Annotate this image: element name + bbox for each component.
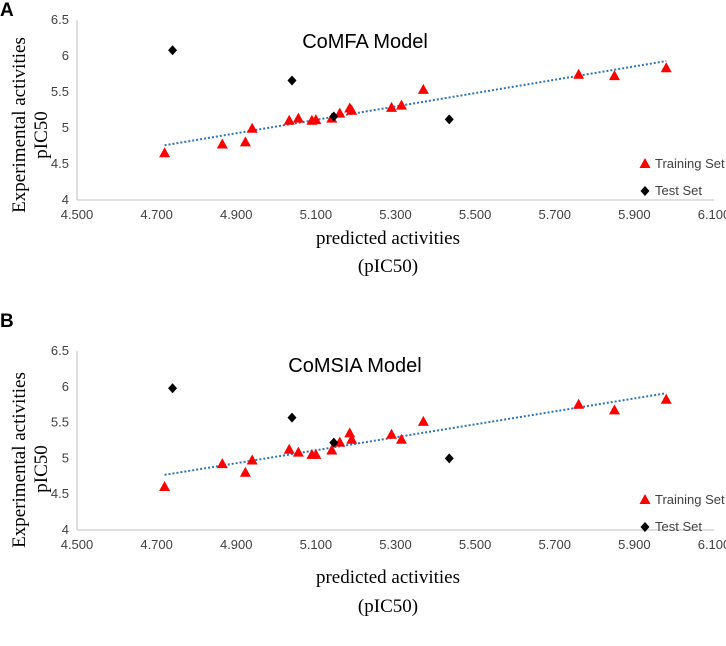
trendline	[164, 392, 667, 476]
x-tick-label: 5.500	[459, 207, 492, 222]
training-set-point	[573, 68, 585, 79]
test-set-point	[287, 412, 297, 423]
x-tick-label: 5.700	[538, 207, 571, 222]
y-tick-label: 4	[62, 192, 69, 207]
y-tick-label: 5	[62, 450, 69, 465]
legend-test-marker	[640, 186, 650, 196]
test-set-point	[329, 111, 339, 122]
y-axis-title: Experimental activities	[9, 372, 30, 548]
trendline	[164, 60, 667, 147]
training-set-point	[346, 104, 358, 115]
legend-training-label: Training Set	[655, 156, 725, 171]
y-axis-title-unit: pIC50	[31, 111, 52, 159]
legend-training-marker	[639, 494, 651, 504]
x-tick-label: 4.900	[220, 207, 253, 222]
x-axis-title: predicted activities	[316, 567, 460, 588]
x-tick-label: 6.100	[698, 537, 726, 552]
x-tick-label: 5.100	[300, 207, 333, 222]
x-tick-label: 5.300	[379, 207, 412, 222]
training-set-point	[417, 415, 429, 426]
y-tick-label: 5	[62, 120, 69, 135]
legend-training-marker	[639, 158, 651, 168]
test-set-point	[444, 453, 454, 464]
training-set-point	[310, 114, 322, 125]
training-set-point	[395, 99, 407, 110]
training-set-point	[246, 454, 258, 465]
training-set-point	[159, 481, 171, 492]
y-tick-label: 6	[62, 379, 69, 394]
training-set-point	[292, 112, 304, 123]
training-set-point	[660, 393, 672, 404]
training-set-point	[310, 448, 322, 459]
training-set-point	[239, 136, 251, 147]
y-tick-label: 4.5	[51, 486, 69, 501]
training-set-point	[608, 70, 620, 81]
training-set-point	[283, 443, 295, 454]
x-tick-label: 6.100	[698, 207, 726, 222]
training-set-point	[239, 466, 251, 477]
x-axis-title-unit: (pIC50)	[358, 596, 418, 617]
y-tick-label: 5.5	[51, 84, 69, 99]
panel-label: B	[0, 311, 14, 332]
x-tick-label: 5.900	[618, 207, 651, 222]
x-axis-title: predicted activities	[316, 228, 460, 249]
x-tick-label: 4.700	[140, 207, 173, 222]
x-tick-label: 4.700	[140, 537, 173, 552]
training-set-point	[292, 446, 304, 457]
training-set-point	[386, 101, 398, 112]
x-tick-label: 5.500	[459, 537, 492, 552]
x-tick-label: 5.900	[618, 537, 651, 552]
training-set-point	[159, 147, 171, 158]
training-set-point	[386, 428, 398, 439]
training-set-point	[608, 404, 620, 415]
test-set-point	[444, 114, 454, 125]
training-set-point	[346, 433, 358, 444]
training-set-point	[660, 62, 672, 73]
y-tick-label: 6.5	[51, 343, 69, 358]
panel-label: A	[0, 0, 14, 21]
chart-panel-b: B 4.500 4.700 4.900 5.100 5.300 5.500 5.700 5.90…	[0, 311, 726, 617]
training-set-point	[573, 398, 585, 409]
chart-panel-a: A 4.500 4.700 4.900 5.100 5.300 5.500 5.700 5.90…	[0, 0, 726, 277]
training-set-point	[246, 122, 258, 133]
x-tick-label: 5.300	[379, 537, 412, 552]
training-set-point	[417, 83, 429, 94]
training-set-point	[216, 138, 228, 149]
x-tick-label: 4.500	[61, 537, 94, 552]
legend-training-label: Training Set	[655, 492, 725, 507]
training-set-point	[334, 436, 346, 447]
x-tick-label: 5.700	[538, 537, 571, 552]
y-axis-title-unit: pIC50	[31, 445, 52, 493]
chart-title: CoMSIA Model	[288, 355, 421, 377]
training-set-point	[326, 444, 338, 455]
test-set-point	[168, 45, 178, 56]
y-tick-label: 6	[62, 48, 69, 63]
test-set-point	[168, 383, 178, 394]
training-set-point	[395, 433, 407, 444]
y-tick-label: 5.5	[51, 415, 69, 430]
test-set-point	[329, 437, 339, 448]
y-tick-label: 6.5	[51, 12, 69, 27]
training-set-point	[283, 114, 295, 125]
y-tick-label: 4.5	[51, 156, 69, 171]
legend-test-label: Test Set	[655, 519, 702, 534]
x-tick-label: 4.500	[61, 207, 94, 222]
training-set-point	[344, 427, 356, 438]
chart-title: CoMFA Model	[302, 31, 428, 53]
x-tick-label: 4.900	[220, 537, 253, 552]
x-tick-label: 5.100	[300, 537, 333, 552]
training-set-point	[216, 458, 228, 469]
legend-test-marker	[640, 522, 650, 532]
test-set-point	[287, 75, 297, 86]
y-axis-title: Experimental activities	[9, 37, 30, 213]
y-tick-label: 4	[62, 522, 69, 537]
x-axis-title-unit: (pIC50)	[358, 256, 418, 277]
legend-test-label: Test Set	[655, 183, 702, 198]
